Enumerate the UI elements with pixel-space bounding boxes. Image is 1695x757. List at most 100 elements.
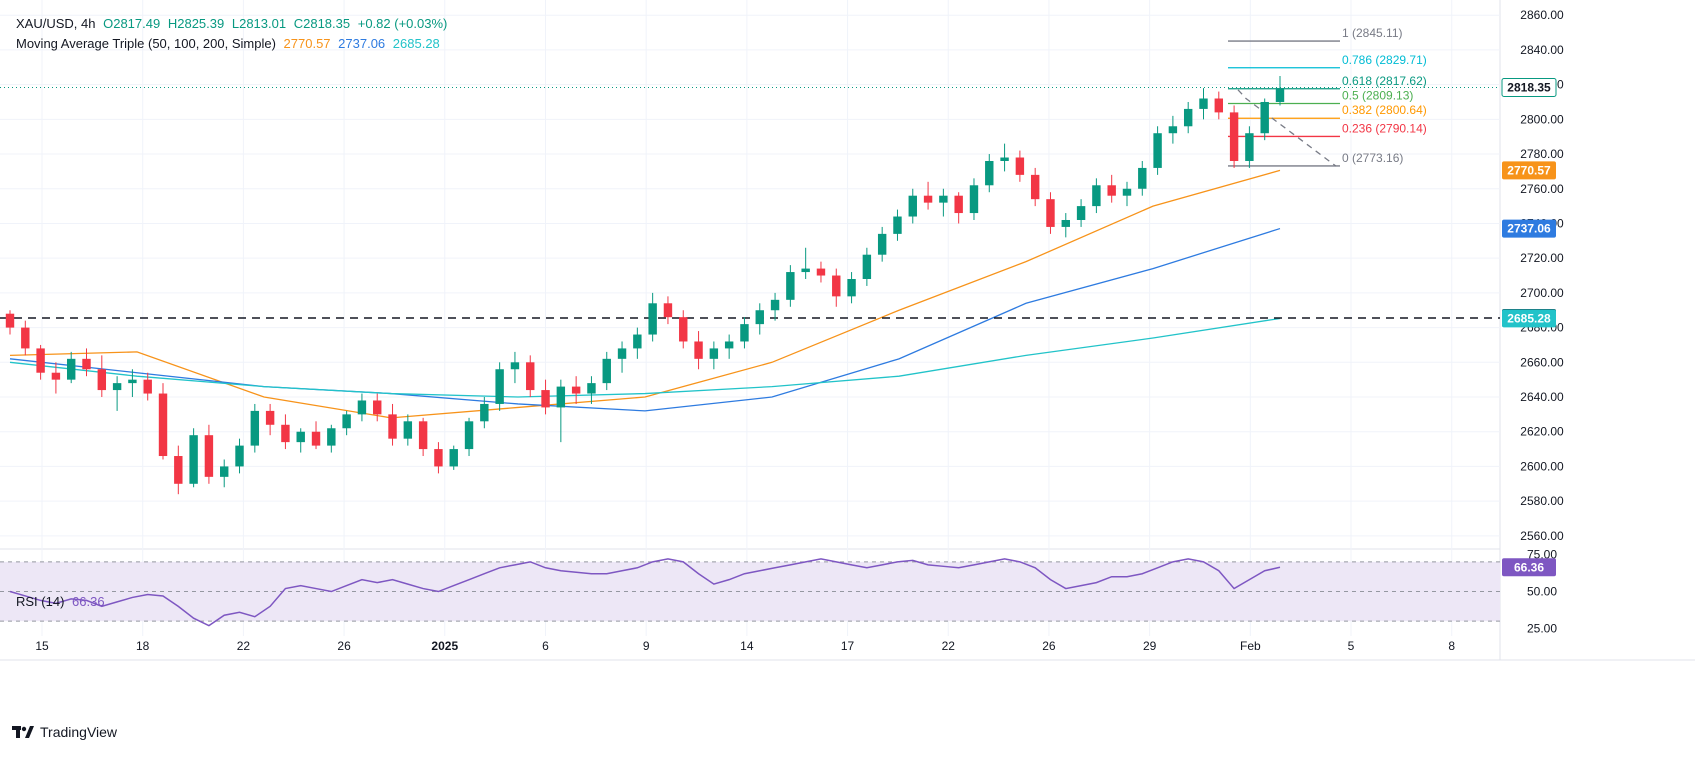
fib-level-label: 1 (2845.11) <box>1342 26 1403 40</box>
candle <box>1245 126 1254 168</box>
candle-body <box>1015 157 1025 175</box>
price-tick-label: 2720.00 <box>1520 251 1564 265</box>
candle-body <box>311 431 321 446</box>
candle <box>296 428 305 453</box>
candle <box>265 403 275 436</box>
candle-body <box>1245 133 1254 161</box>
candle <box>1122 181 1132 207</box>
candle <box>403 414 413 446</box>
price-tag: 2770.57 <box>1502 161 1556 180</box>
candle-body <box>969 185 979 214</box>
candle-body <box>862 254 872 279</box>
candle <box>82 348 91 377</box>
candle-body <box>220 466 229 477</box>
rsi-pane <box>0 558 1500 627</box>
candle <box>786 265 795 307</box>
candle-body <box>281 424 290 443</box>
time-tick-label: 26 <box>337 639 351 653</box>
candle <box>877 226 887 262</box>
ma-title: Moving Average Triple (50, 100, 200, Sim… <box>16 36 276 51</box>
candle-body <box>1107 185 1116 196</box>
candle-body <box>908 195 917 217</box>
candle-body <box>801 268 810 273</box>
candle <box>97 355 107 398</box>
rsi-tick-label: 75.00 <box>1527 547 1557 561</box>
time-tick-label: 14 <box>740 639 754 653</box>
legend-rsi: RSI (14) 66.36 <box>16 594 109 609</box>
legend-symbol: XAU/USD, 4h O2817.49 H2825.39 L2813.01 C… <box>16 16 451 31</box>
candle-body <box>1030 174 1040 200</box>
price-tag: 2737.06 <box>1502 219 1556 238</box>
candle-body <box>602 358 611 384</box>
candle-body <box>694 341 703 359</box>
candle <box>648 292 657 342</box>
candle-body <box>265 410 275 425</box>
rsi-tag-box <box>1502 558 1556 577</box>
fib-level-label: 0 (2773.16) <box>1342 151 1403 165</box>
candle <box>158 383 168 460</box>
close-value: C2818.35 <box>293 16 351 31</box>
candle <box>1138 160 1147 196</box>
candle-body <box>679 317 688 342</box>
price-tag-box <box>1501 77 1557 97</box>
candle <box>327 424 336 453</box>
price-tag-label: 2770.57 <box>1507 163 1551 177</box>
candle <box>281 414 290 450</box>
candle <box>250 403 260 453</box>
candle <box>587 376 596 404</box>
candle <box>311 421 321 450</box>
time-tick-label: 18 <box>136 639 150 653</box>
candle-body <box>403 421 413 439</box>
candle <box>1153 126 1162 175</box>
time-tick-label: 22 <box>942 639 956 653</box>
candle-body <box>847 279 856 297</box>
candle-body <box>786 272 795 300</box>
candle <box>112 376 122 411</box>
rsi-title: RSI (14) <box>16 594 65 609</box>
price-tick-label: 2580.00 <box>1520 494 1564 508</box>
tradingview-name: TradingView <box>40 724 118 740</box>
candles <box>5 75 1285 495</box>
candle <box>449 445 458 470</box>
candle-body <box>112 383 122 391</box>
candle-body <box>327 428 336 446</box>
fib-level-label: 0.382 (2800.64) <box>1342 103 1427 117</box>
candle-body <box>128 379 137 384</box>
candle <box>908 188 917 224</box>
rsi-line <box>9 558 1281 627</box>
time-tick-label: 9 <box>643 639 650 653</box>
candle <box>556 379 566 443</box>
candle-body <box>464 421 474 450</box>
time-tick-label: 5 <box>1348 639 1355 653</box>
price-tick-label: 2860.00 <box>1520 8 1564 22</box>
candle-body <box>158 393 168 457</box>
price-tick-label: 2600.00 <box>1520 459 1564 473</box>
candle-body <box>923 195 933 203</box>
open-value: O2817.49 <box>103 16 161 31</box>
candle-body <box>617 348 627 359</box>
candle-body <box>373 400 382 415</box>
candle-body <box>740 324 749 342</box>
candle-body <box>939 195 948 203</box>
candle <box>434 442 443 474</box>
candle-body <box>724 341 734 349</box>
tradingview-icon <box>12 726 34 738</box>
candle <box>189 428 198 488</box>
candle <box>1046 192 1055 234</box>
rsi-legend-value: 66.36 <box>72 594 105 609</box>
candle <box>1092 178 1101 214</box>
change-value: +0.82 (+0.03%) <box>357 16 448 31</box>
fib-level-label: 0.786 (2829.71) <box>1342 53 1427 67</box>
time-tick-label: 6 <box>542 639 549 653</box>
price-tag-box <box>1502 161 1556 180</box>
time-tick-label: 29 <box>1143 639 1157 653</box>
candle <box>740 317 749 349</box>
candle <box>526 355 535 398</box>
tradingview-logo[interactable]: TradingView <box>12 724 117 740</box>
ma200-value: 2685.28 <box>392 36 440 51</box>
candle-body <box>495 369 504 404</box>
time-axis: 15 18 22 26 2025 6 9 14 17 22 26 29 Feb 5 8 <box>35 639 1455 653</box>
candle-body <box>1122 188 1132 196</box>
candle-body <box>1138 167 1147 189</box>
